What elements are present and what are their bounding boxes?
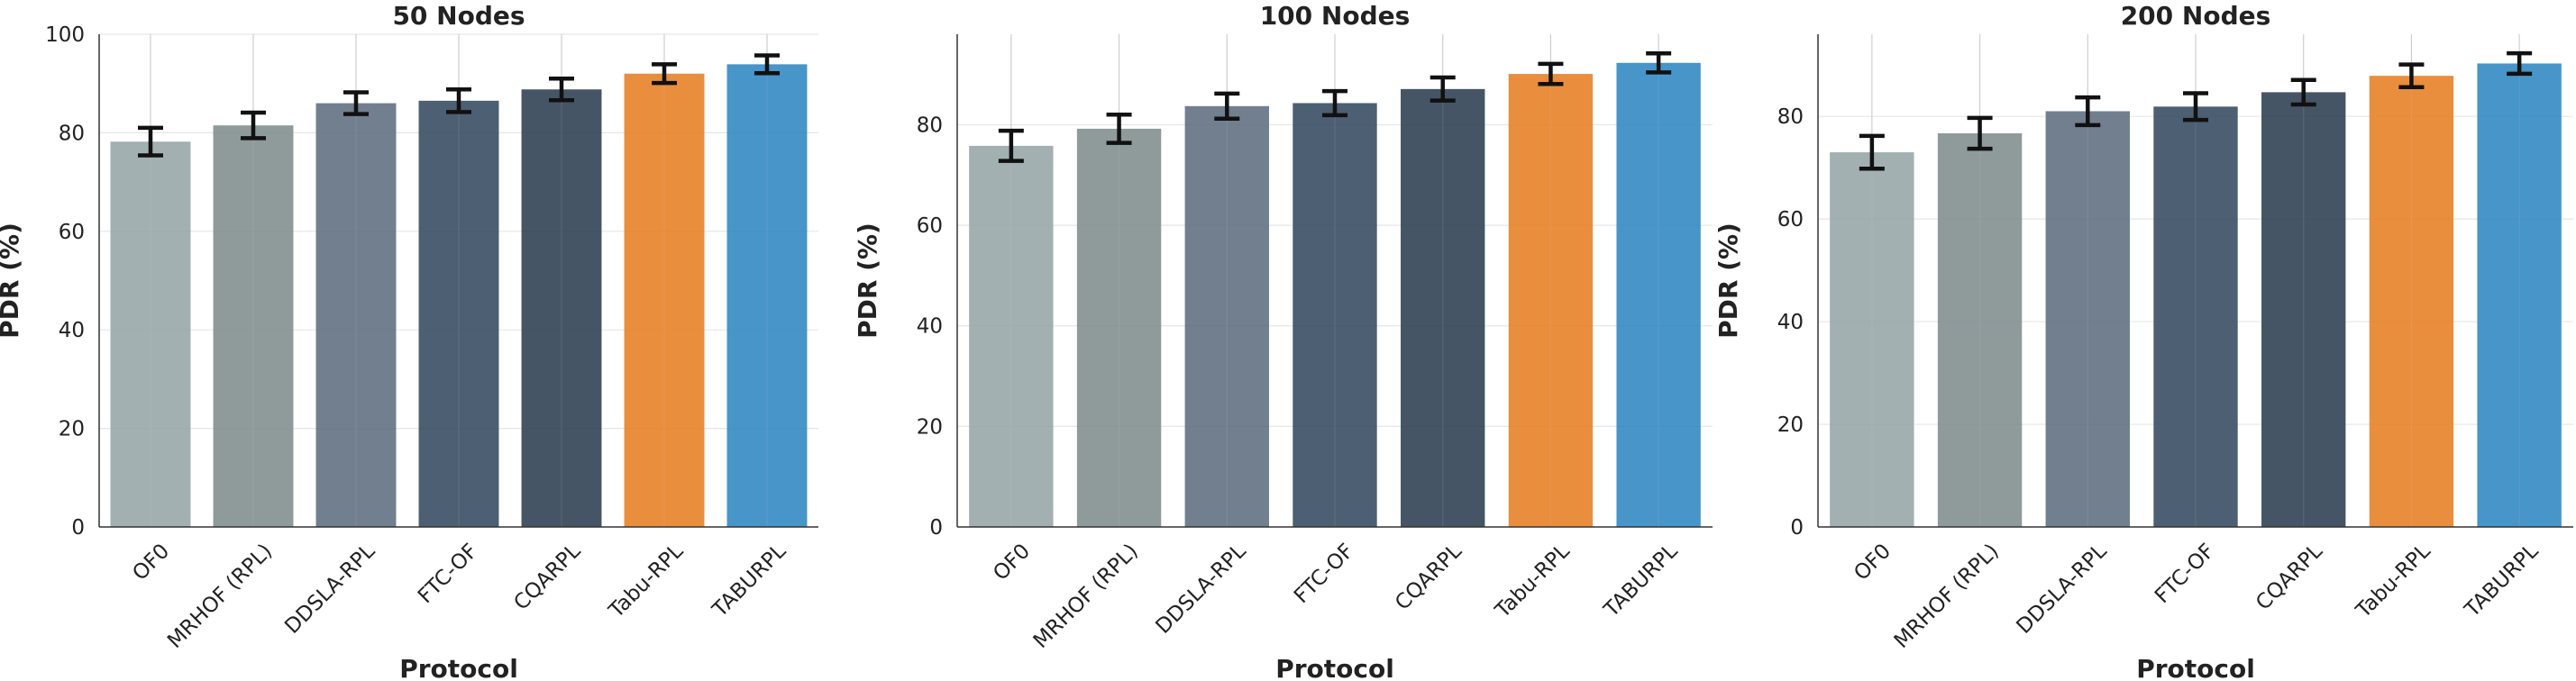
error-bar-tabu-rpl: [2398, 62, 2425, 89]
bar-of0: [969, 145, 1054, 528]
y-tick-label: 100: [45, 23, 85, 47]
x-axis-label: Protocol: [2136, 654, 2255, 681]
bar-cqarpl: [521, 89, 602, 527]
x-tick-label-of0: OF0: [128, 540, 174, 586]
bar-taburpl: [726, 64, 808, 527]
bar-ftc-of: [1293, 103, 1377, 527]
bar-taburpl: [1616, 62, 1701, 527]
chart-title: 100 Nodes: [1260, 1, 1411, 31]
x-tick-label-ddsla-rpl: DDSLA-RPL: [280, 540, 379, 639]
error-bar-cqarpl: [549, 76, 574, 103]
error-bar-of0: [138, 125, 163, 158]
y-tick-label: 80: [1777, 105, 1804, 129]
x-tick-label-ddsla-rpl: DDSLA-RPL: [1152, 540, 1251, 639]
x-tick-label-mrhof-rpl: MRHOF (RPL): [1890, 540, 2004, 653]
x-tick-label-of0: OF0: [989, 540, 1035, 586]
y-tick-label: 60: [917, 214, 943, 238]
error-bar-of0: [998, 128, 1024, 163]
error-bar-mrhof-rpl: [1967, 115, 1993, 151]
bar-mrhof-rpl: [1937, 132, 2023, 527]
error-bar-cqarpl: [1430, 75, 1456, 103]
error-bar-taburpl: [754, 53, 780, 76]
y-tick-label: 40: [59, 319, 85, 342]
bar-cqarpl: [2261, 92, 2346, 527]
bar-cqarpl: [1401, 88, 1485, 528]
y-tick-label: 0: [1790, 516, 1804, 540]
x-tick-label-taburpl: TABURPL: [2460, 540, 2543, 622]
x-tick-label-mrhof-rpl: MRHOF (RPL): [163, 540, 277, 653]
x-tick-label-taburpl: TABURPL: [1599, 540, 1682, 622]
y-tick-label: 20: [1777, 413, 1804, 437]
bar-ftc-of: [418, 100, 499, 527]
error-bar-mrhof-rpl: [1106, 113, 1132, 145]
x-tick-label-cqarpl: CQARPL: [1391, 540, 1466, 615]
error-bar-tabu-rpl: [652, 62, 677, 86]
x-tick-label-cqarpl: CQARPL: [2252, 540, 2327, 615]
x-tick-label-mrhof-rpl: MRHOF (RPL): [1029, 540, 1143, 653]
chart-title: 200 Nodes: [2121, 1, 2271, 31]
error-bar-ftc-of: [1322, 88, 1347, 118]
error-bar-of0: [1859, 133, 1885, 171]
x-tick-label-ftc-of: FTC-OF: [414, 540, 482, 608]
y-axis-label: PDR (%): [0, 222, 24, 339]
x-tick-label-tabu-rpl: Tabu-RPL: [1491, 540, 1575, 623]
error-bar-cqarpl: [2290, 77, 2316, 107]
x-tick-label-ftc-of: FTC-OF: [2151, 540, 2219, 608]
x-tick-label-tabu-rpl: Tabu-RPL: [2352, 540, 2435, 623]
y-tick-label: 0: [71, 516, 85, 540]
bar-tabu-rpl: [1508, 74, 1594, 527]
bar-taburpl: [2477, 63, 2562, 527]
x-axis-label: Protocol: [399, 654, 518, 681]
x-tick-label-ftc-of: FTC-OF: [1290, 540, 1358, 608]
error-bar-taburpl: [1646, 50, 1672, 75]
y-tick-label: 40: [1777, 311, 1804, 334]
error-bar-ftc-of: [446, 87, 471, 114]
y-tick-label: 60: [59, 221, 85, 244]
x-tick-label-tabu-rpl: Tabu-RPL: [604, 540, 688, 623]
y-tick-label: 0: [929, 516, 943, 540]
x-tick-label-ddsla-rpl: DDSLA-RPL: [2013, 540, 2112, 639]
error-bar-ddsla-rpl: [343, 90, 369, 116]
x-axis-label: Protocol: [1275, 654, 1394, 681]
error-bar-ddsla-rpl: [1214, 91, 1240, 122]
bar-of0: [110, 141, 191, 527]
error-bar-ftc-of: [2183, 91, 2208, 123]
error-bar-tabu-rpl: [1538, 61, 1564, 86]
bar-tabu-rpl: [624, 73, 705, 527]
error-bar-mrhof-rpl: [241, 110, 266, 141]
error-bar-taburpl: [2507, 50, 2533, 77]
bar-of0: [1830, 152, 1914, 528]
y-axis-label: PDR (%): [853, 222, 882, 339]
bar-ddsla-rpl: [1184, 105, 1269, 527]
y-tick-label: 80: [59, 122, 85, 145]
bar-tabu-rpl: [2369, 76, 2454, 527]
error-bar-ddsla-rpl: [2075, 95, 2101, 128]
bar-ddsla-rpl: [2045, 111, 2130, 527]
y-axis-label: PDR (%): [1713, 222, 1743, 339]
x-tick-label-taburpl: TABURPL: [708, 540, 790, 622]
y-tick-label: 60: [1777, 208, 1804, 232]
y-tick-label: 20: [59, 418, 85, 441]
x-tick-label-of0: OF0: [1850, 540, 1895, 586]
x-tick-label-cqarpl: CQARPL: [509, 540, 585, 615]
chart-title: 50 Nodes: [392, 1, 525, 31]
bar-ddsla-rpl: [315, 103, 397, 527]
bar-ftc-of: [2153, 106, 2238, 527]
y-tick-label: 20: [917, 415, 943, 439]
bar-mrhof-rpl: [1076, 128, 1162, 527]
bar-mrhof-rpl: [213, 125, 294, 527]
y-tick-label: 80: [917, 114, 943, 137]
y-tick-label: 40: [917, 315, 943, 339]
